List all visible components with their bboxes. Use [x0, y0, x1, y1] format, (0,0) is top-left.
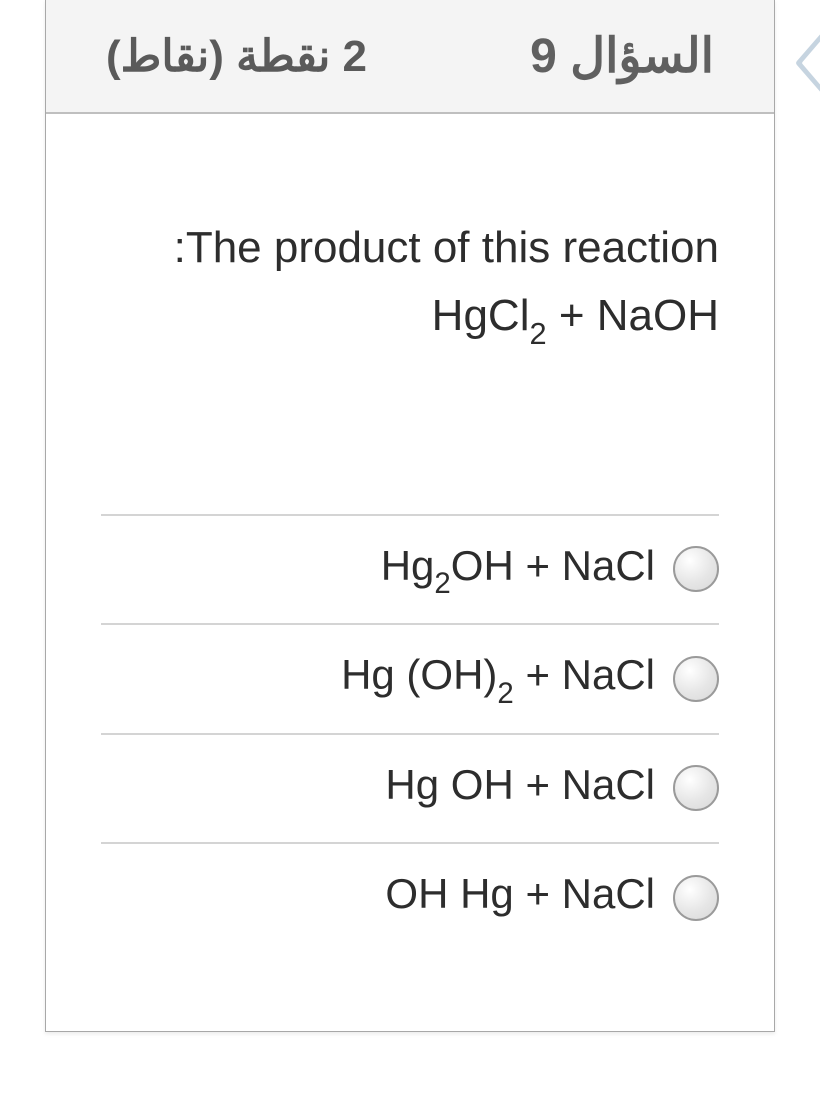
option-2[interactable]: Hg (OH)2 + NaCl — [101, 625, 719, 734]
option-1[interactable]: Hg2OH + NaCl — [101, 516, 719, 625]
radio-icon — [673, 546, 719, 592]
radio-icon — [673, 875, 719, 921]
question-card: السؤال 9 2 نقطة (نقاط) The product of th… — [45, 0, 775, 1032]
option-2-label: Hg (OH)2 + NaCl — [101, 651, 655, 706]
question-number: السؤال 9 — [530, 28, 714, 84]
question-text: The product of this reaction: HgCl2 + Na… — [101, 214, 719, 354]
points-label: 2 نقطة (نقاط) — [106, 31, 367, 82]
option-3-label: Hg OH + NaCl — [101, 761, 655, 816]
radio-icon — [673, 765, 719, 811]
options-list: Hg2OH + NaCl Hg (OH)2 + NaCl Hg OH + NaC… — [101, 514, 719, 952]
prev-question-button[interactable] — [787, 30, 820, 95]
option-4[interactable]: OH Hg + NaCl — [101, 844, 719, 951]
question-line1: The product of this reaction: — [101, 214, 719, 282]
option-4-label: OH Hg + NaCl — [101, 870, 655, 925]
question-body: The product of this reaction: HgCl2 + Na… — [46, 114, 774, 1031]
radio-icon — [673, 656, 719, 702]
option-3[interactable]: Hg OH + NaCl — [101, 735, 719, 844]
chevron-left-icon — [790, 33, 820, 93]
option-1-label: Hg2OH + NaCl — [101, 542, 655, 597]
question-header: السؤال 9 2 نقطة (نقاط) — [46, 0, 774, 114]
question-formula: HgCl2 + NaOH — [101, 282, 719, 354]
